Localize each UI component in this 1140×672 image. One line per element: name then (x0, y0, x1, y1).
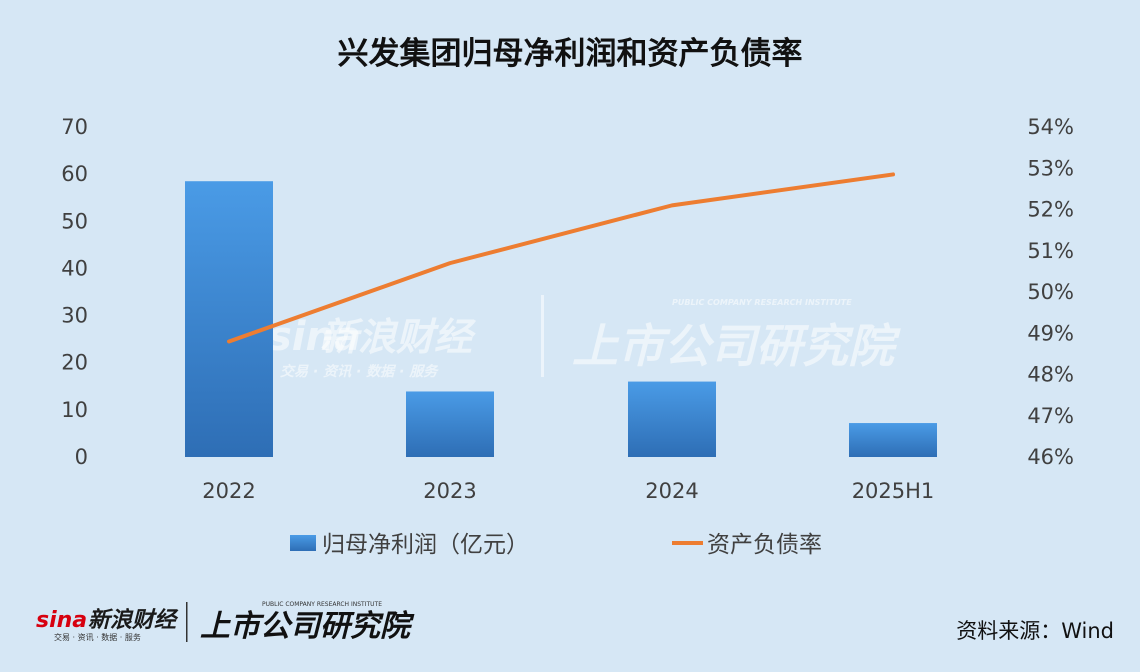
left-tick-label: 40 (61, 256, 88, 280)
legend-bar-swatch (290, 535, 316, 551)
footer-divider (186, 602, 188, 642)
right-tick-label: 54% (1027, 115, 1074, 139)
left-axis: 0 10 20 30 40 50 60 70 (61, 115, 88, 469)
watermark-tagline: 交易 · 资讯 · 数据 · 服务 (280, 363, 439, 380)
bar-2022 (185, 181, 273, 457)
watermark-divider (541, 295, 544, 377)
right-tick-label: 51% (1027, 239, 1074, 263)
right-tick-label: 46% (1027, 445, 1074, 469)
institute-english: PUBLIC COMPANY RESEARCH INSTITUTE (262, 601, 382, 608)
x-tick-label: 2023 (423, 479, 476, 503)
left-tick-label: 30 (61, 304, 88, 328)
chart-title: 兴发集团归母净利润和资产负债率 (338, 36, 803, 72)
left-tick-label: 10 (61, 398, 88, 422)
sina-brand-name: 新浪财经 (88, 607, 179, 633)
right-axis: 46% 47% 48% 49% 50% 51% 52% 53% 54% (1027, 115, 1074, 469)
left-tick-label: 50 (61, 209, 88, 233)
legend-line-label: 资产负债率 (707, 532, 822, 558)
bar-series (185, 181, 937, 457)
watermark-brand-name: 新浪财经 (320, 315, 477, 359)
x-axis: 2022 2023 2024 2025H1 (202, 479, 934, 503)
bar-2024 (628, 381, 716, 457)
right-tick-label: 52% (1027, 198, 1074, 222)
right-tick-label: 53% (1027, 156, 1074, 180)
watermark-institute: 上市公司研究院 (572, 319, 901, 373)
left-tick-label: 70 (61, 115, 88, 139)
line-series (227, 172, 895, 344)
bar-2023 (406, 391, 494, 457)
debt-ratio-line (227, 172, 895, 344)
right-tick-label: 50% (1027, 280, 1074, 304)
left-tick-label: 60 (61, 162, 88, 186)
x-tick-label: 2025H1 (852, 479, 935, 503)
center-watermark: sina 新浪财经 交易 · 资讯 · 数据 · 服务 上市公司研究院 PUBL… (268, 295, 901, 380)
right-tick-label: 47% (1027, 404, 1074, 428)
legend: 归母净利润（亿元） 资产负债率 (290, 532, 822, 558)
x-tick-label: 2024 (645, 479, 698, 503)
x-tick-label: 2022 (202, 479, 255, 503)
source-note: 资料来源：Wind (956, 619, 1114, 643)
institute-name: 上市公司研究院 (200, 609, 415, 644)
sina-logo: sina (36, 608, 87, 633)
watermark-institute-en: PUBLIC COMPANY RESEARCH INSTITUTE (672, 298, 852, 307)
right-tick-label: 48% (1027, 363, 1074, 387)
left-tick-label: 20 (61, 351, 88, 375)
bar-2025H1 (849, 423, 937, 457)
left-tick-label: 0 (75, 445, 88, 469)
footer-brand: sina 新浪财经 交易 · 资讯 · 数据 · 服务 上市公司研究院 PUBL… (36, 601, 415, 644)
legend-bar-label: 归母净利润（亿元） (322, 532, 529, 558)
right-tick-label: 49% (1027, 321, 1074, 345)
sina-tagline: 交易 · 资讯 · 数据 · 服务 (54, 632, 141, 642)
